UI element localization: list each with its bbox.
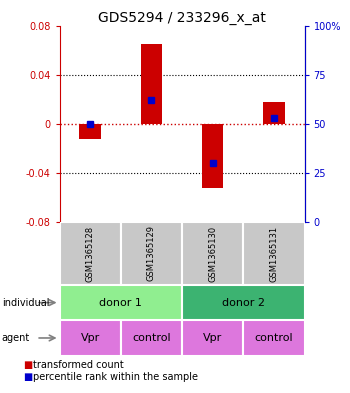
Bar bbox=[182, 222, 243, 285]
Title: GDS5294 / 233296_x_at: GDS5294 / 233296_x_at bbox=[98, 11, 266, 24]
Text: GSM1365130: GSM1365130 bbox=[208, 226, 217, 281]
Bar bbox=[182, 320, 243, 356]
Bar bbox=[60, 222, 121, 285]
Text: Vpr: Vpr bbox=[80, 333, 100, 343]
Text: donor 1: donor 1 bbox=[99, 298, 142, 308]
Bar bbox=[60, 285, 182, 320]
Text: individual: individual bbox=[2, 298, 49, 308]
Text: GSM1365129: GSM1365129 bbox=[147, 226, 156, 281]
Bar bbox=[121, 320, 182, 356]
Bar bbox=[60, 320, 121, 356]
Text: agent: agent bbox=[2, 333, 30, 343]
Text: control: control bbox=[132, 333, 171, 343]
Text: Vpr: Vpr bbox=[203, 333, 222, 343]
Text: ■: ■ bbox=[23, 360, 32, 370]
Bar bbox=[243, 320, 304, 356]
Bar bbox=[182, 285, 304, 320]
Text: transformed count: transformed count bbox=[33, 360, 124, 370]
Text: GSM1365128: GSM1365128 bbox=[86, 226, 94, 281]
Text: donor 2: donor 2 bbox=[222, 298, 265, 308]
Bar bbox=[121, 222, 182, 285]
Text: GSM1365131: GSM1365131 bbox=[270, 226, 278, 281]
Bar bbox=[141, 44, 162, 124]
Bar bbox=[79, 124, 101, 138]
Text: percentile rank within the sample: percentile rank within the sample bbox=[33, 372, 198, 382]
Bar bbox=[202, 124, 223, 187]
Bar bbox=[263, 102, 285, 124]
Text: ■: ■ bbox=[23, 372, 32, 382]
Text: control: control bbox=[254, 333, 293, 343]
Bar bbox=[243, 222, 304, 285]
